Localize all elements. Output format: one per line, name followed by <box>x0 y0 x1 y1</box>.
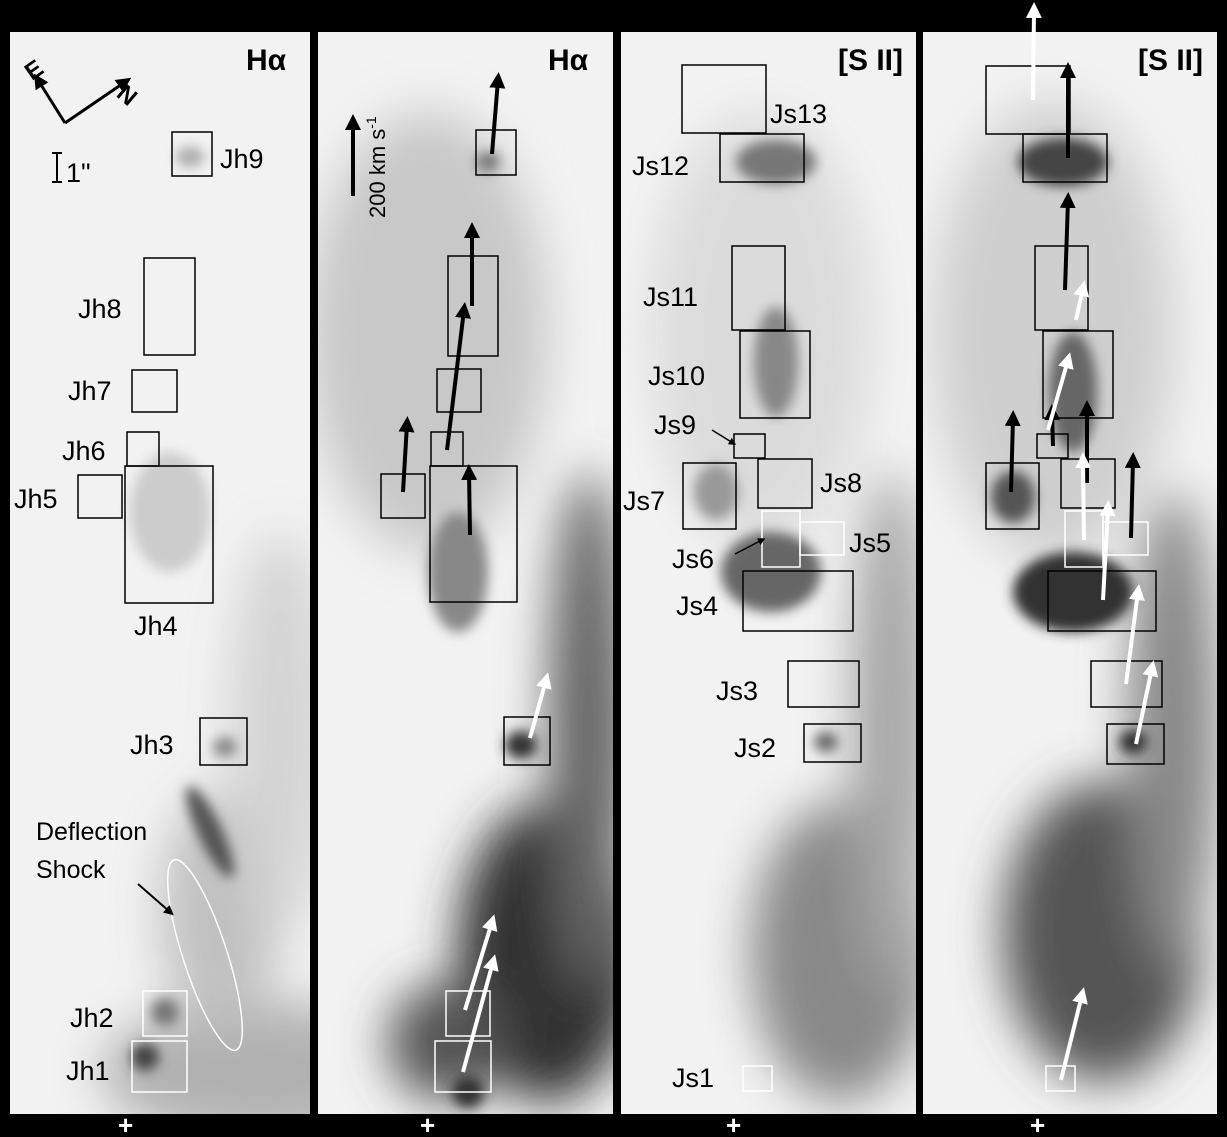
arrow-p4-js11b <box>1073 280 1090 321</box>
panel-2: Hα 200 km s-1 <box>318 32 613 1114</box>
js6-pointer <box>734 538 766 555</box>
box-p4-js2 <box>1106 723 1165 765</box>
box-js13 <box>681 64 767 134</box>
panel-1-title: Hα <box>246 44 287 77</box>
box-jh5 <box>77 474 123 519</box>
panel-3-title: [S II] <box>838 44 903 77</box>
origin-marker-4: + <box>1030 1110 1045 1137</box>
arrow-p4-js11 <box>1059 192 1076 291</box>
origin-marker-3: + <box>726 1110 741 1137</box>
box-jh4 <box>124 465 214 604</box>
panel-1: Hα E N 1" Jh9 Jh8 <box>10 32 310 1114</box>
box-js11 <box>731 245 786 331</box>
arrow-p4-js6 <box>1075 452 1092 541</box>
label-jh6: Jh6 <box>62 436 106 466</box>
origin-marker-1: + <box>118 1110 133 1137</box>
arrow-p4-js3 <box>1124 584 1145 685</box>
box-p4-js1 <box>1045 1065 1076 1092</box>
box-jh1 <box>131 1040 188 1093</box>
arrow-p2-jh2 <box>463 914 498 1011</box>
label-jh8: Jh8 <box>78 294 122 324</box>
label-jh1: Jh1 <box>66 1056 110 1086</box>
box-js1 <box>742 1065 773 1092</box>
box-js3 <box>787 660 860 708</box>
box-p2-jh3 <box>503 716 551 766</box>
label-js13: Js13 <box>770 99 827 129</box>
box-js5 <box>799 521 845 556</box>
label-js7: Js7 <box>623 486 665 516</box>
label-js6: Js6 <box>672 544 714 574</box>
arrow-p4-js7 <box>1004 410 1021 493</box>
label-js4: Js4 <box>676 591 718 621</box>
box-js4 <box>742 570 854 632</box>
arrow-p2-jh1 <box>461 954 499 1073</box>
label-js5: Js5 <box>849 528 891 558</box>
panel-2-title: Hα <box>548 44 589 77</box>
label-js3: Js3 <box>716 676 758 706</box>
compass <box>34 73 132 125</box>
box-jh3 <box>199 717 248 766</box>
label-js1: Js1 <box>672 1063 714 1093</box>
velocity-scale-label: 200 km s-1 <box>363 116 390 218</box>
label-js8: Js8 <box>820 468 862 498</box>
box-p2-jh2 <box>445 990 491 1037</box>
arrow-p4-js10 <box>1046 352 1074 431</box>
label-js11: Js11 <box>643 282 698 312</box>
box-js10 <box>739 330 811 419</box>
arrow-p4-js13 <box>1025 2 1042 101</box>
arrow-p2-jh5 <box>398 416 415 493</box>
arrow-p4-js5 <box>1124 452 1141 539</box>
box-js12 <box>719 133 805 183</box>
arrow-p2-jh9 <box>489 72 506 155</box>
label-js12: Js12 <box>632 151 689 181</box>
box-jh2 <box>142 990 188 1037</box>
box-js7 <box>682 462 737 530</box>
deflection-label-line2: Shock <box>36 856 106 884</box>
label-jh3: Jh3 <box>130 730 174 760</box>
deflection-shock-ellipse <box>166 858 244 1052</box>
arrow-p2-jh6-long <box>445 302 471 451</box>
box-p4-js5 <box>1102 521 1149 556</box>
arrow-p4-js1 <box>1059 987 1088 1081</box>
js9-pointer <box>711 429 737 445</box>
arrow-p2-jh4 <box>461 464 478 536</box>
arrow-p4-js4 <box>1099 500 1116 601</box>
box-jh9 <box>171 131 213 177</box>
scale-bar-label: 1" <box>66 158 91 188</box>
box-jh8 <box>143 257 196 356</box>
panel-4-title: [S II] <box>1138 44 1203 77</box>
box-p2-jh1 <box>434 1040 492 1093</box>
label-js2: Js2 <box>734 733 776 763</box>
label-jh2: Jh2 <box>70 1003 114 1033</box>
panel-3: [S II] Js13 Js12 Js11 Js10 Js9 Js8 Js7 J… <box>621 32 916 1114</box>
panel-4: [S II] <box>923 2 1217 1114</box>
box-p2-jh9 <box>475 129 517 176</box>
box-jh7 <box>131 369 178 413</box>
arrow-p2-jh3 <box>528 672 552 739</box>
box-p4-js12 <box>1022 133 1108 183</box>
arrow-p4-js2 <box>1134 660 1159 745</box>
box-p4-js3 <box>1090 660 1163 708</box>
deflection-pointer <box>137 883 174 916</box>
box-js9 <box>733 433 766 459</box>
label-jh5: Jh5 <box>14 484 58 514</box>
box-js8 <box>757 458 813 509</box>
label-jh7: Jh7 <box>68 376 112 406</box>
box-p4-js10 <box>1042 330 1114 419</box>
label-js9: Js9 <box>654 410 696 440</box>
box-p4-js4 <box>1047 570 1157 632</box>
label-jh4: Jh4 <box>134 611 178 641</box>
deflection-label-line1: Deflection <box>36 818 147 846</box>
origin-marker-2: + <box>420 1110 435 1137</box>
box-p2-jh7 <box>436 368 482 413</box>
box-js2 <box>803 723 862 763</box>
scale-bar <box>52 152 62 183</box>
label-js10: Js10 <box>648 361 705 391</box>
label-jh9: Jh9 <box>220 144 264 174</box>
